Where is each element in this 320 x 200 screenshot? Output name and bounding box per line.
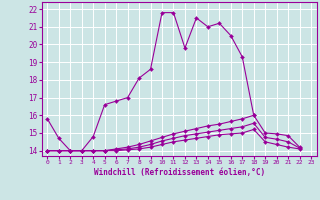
X-axis label: Windchill (Refroidissement éolien,°C): Windchill (Refroidissement éolien,°C) <box>94 168 265 177</box>
